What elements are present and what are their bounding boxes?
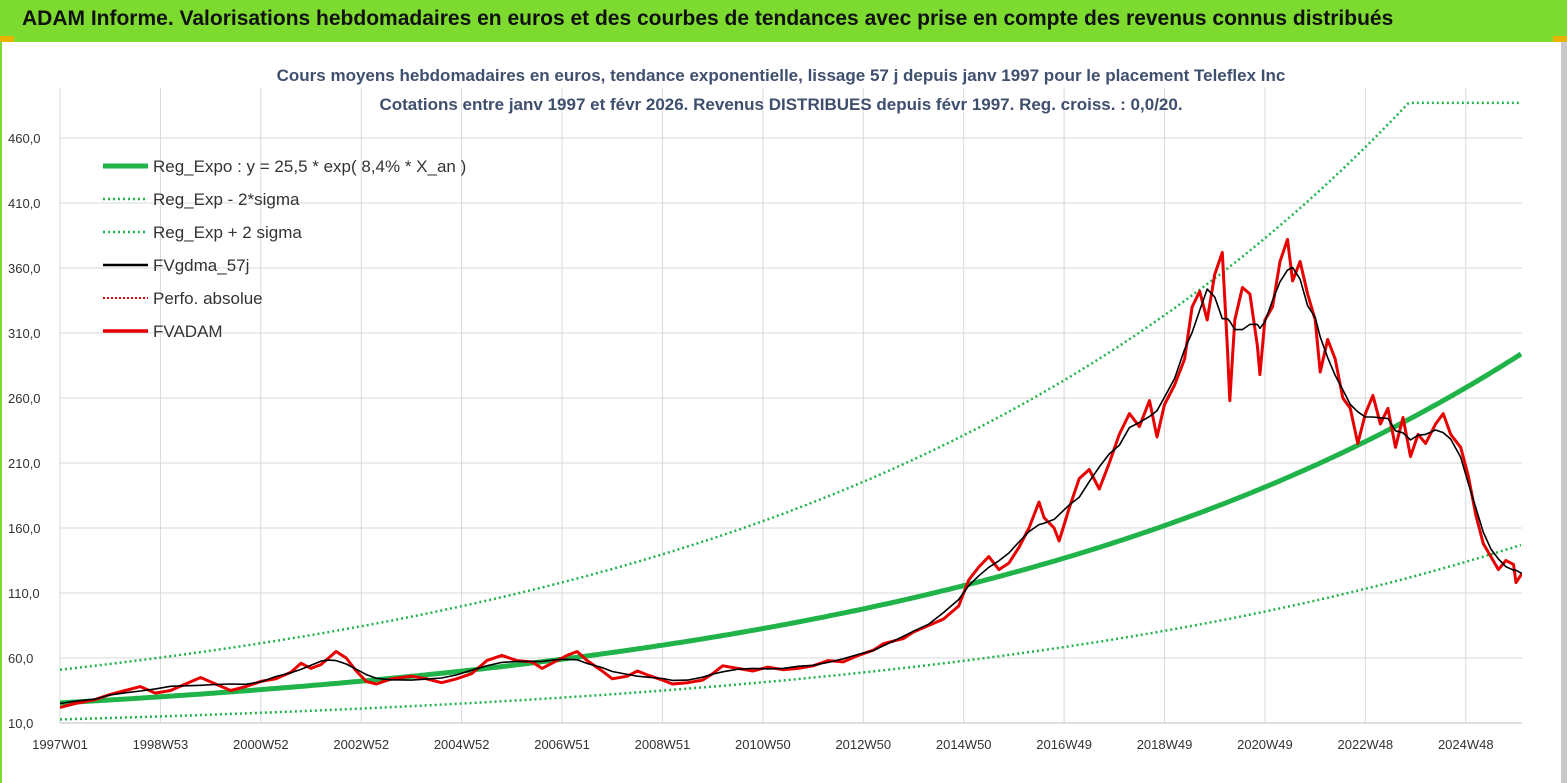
chart-title-line1: Cours moyens hebdomadaires en euros, ten… <box>277 66 1286 85</box>
banner-corner-left <box>0 36 14 42</box>
series-reg-minus-2sigma <box>60 543 1522 721</box>
y-tick-label: 10,0 <box>8 716 33 731</box>
series-fvadam <box>60 237 1522 709</box>
series-fvgdma-57j <box>60 266 1522 705</box>
report-title: ADAM Informe. Valorisations hebdomadaire… <box>22 7 1394 30</box>
x-tick-label: 2008W51 <box>635 737 691 752</box>
y-tick-label: 160,0 <box>8 521 41 536</box>
x-tick-label: 2010W50 <box>735 737 791 752</box>
series-layer <box>60 101 1522 721</box>
x-tick-label: 1998W53 <box>133 737 189 752</box>
y-tick-label: 110,0 <box>8 586 40 601</box>
x-tick-label: 2004W52 <box>434 737 490 752</box>
legend: Reg_Expo : y = 25,5 * exp( 8,4% * X_an )… <box>103 157 466 341</box>
x-tick-label: 2018W49 <box>1137 737 1193 752</box>
legend-label-fvadam: FVADAM <box>153 322 223 341</box>
y-tick-label: 260,0 <box>8 391 41 406</box>
x-tick-label: 2020W49 <box>1237 737 1293 752</box>
legend-label-reg_plus: Reg_Exp + 2 sigma <box>153 223 302 242</box>
banner-corner-right <box>1553 36 1567 42</box>
chart-title-line2: Cotations entre janv 1997 et févr 2026. … <box>379 95 1182 114</box>
report-banner: ADAM Informe. Valorisations hebdomadaire… <box>0 0 1567 42</box>
x-tick-label: 1997W01 <box>32 737 88 752</box>
x-tick-label: 2024W48 <box>1438 737 1494 752</box>
x-tick-label: 2006W51 <box>534 737 590 752</box>
y-tick-label: 210,0 <box>8 456 41 471</box>
x-axis: 1997W01 1998W53 2000W52 2002W52 2004W52 2006W… <box>32 737 1493 752</box>
y-tick-label: 360,0 <box>8 261 41 276</box>
x-tick-label: 2002W52 <box>333 737 389 752</box>
x-tick-label: 2014W50 <box>936 737 992 752</box>
legend-label-reg_minus: Reg_Exp - 2*sigma <box>153 190 300 209</box>
legend-label-reg_expo: Reg_Expo : y = 25,5 * exp( 8,4% * X_an ) <box>153 157 466 176</box>
y-axis: 460,0 410,0 360,0 310,0 260,0 210,0 160,0 110,0… <box>8 131 41 731</box>
x-tick-label: 2016W49 <box>1036 737 1092 752</box>
legend-label-perfo: Perfo. absolue <box>153 289 263 308</box>
series-reg-plus-2sigma <box>60 101 1521 671</box>
y-tick-label: 460,0 <box>8 131 41 146</box>
y-tick-label: 410,0 <box>8 196 41 211</box>
grid <box>59 88 1522 724</box>
y-tick-label: 310,0 <box>8 326 41 341</box>
frame-right <box>1561 42 1567 783</box>
y-tick-label: 60,0 <box>8 651 33 666</box>
legend-label-fvgdma: FVgdma_57j <box>153 256 249 275</box>
chart: Cours moyens hebdomadaires en euros, ten… <box>8 66 1522 752</box>
series-reg-expo <box>60 351 1522 706</box>
x-tick-label: 2012W50 <box>835 737 891 752</box>
x-tick-label: 2022W48 <box>1338 737 1394 752</box>
frame-left <box>0 42 2 783</box>
x-tick-label: 2000W52 <box>233 737 289 752</box>
